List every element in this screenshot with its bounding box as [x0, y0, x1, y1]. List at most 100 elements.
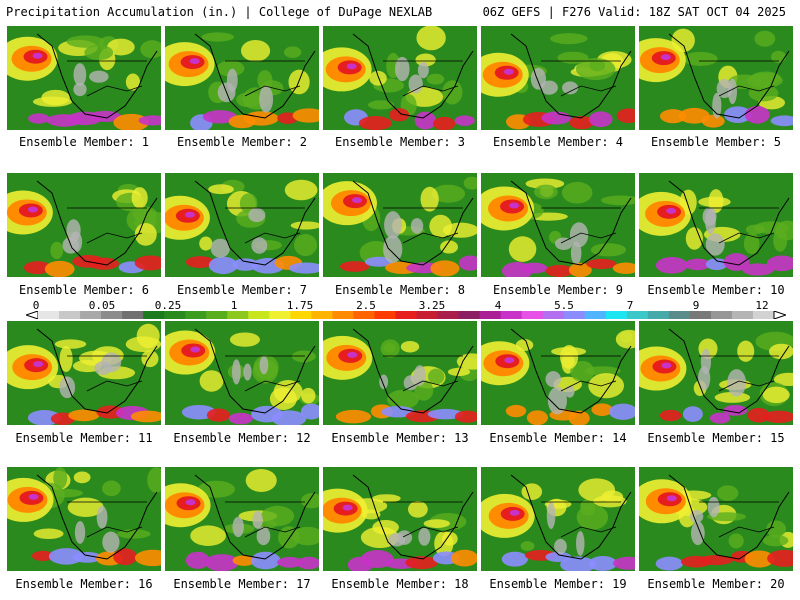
- precip-map-5: [639, 26, 793, 130]
- precip-patch: [601, 195, 635, 206]
- legend-color-swatch: [80, 311, 102, 319]
- ensemble-map-2: [165, 26, 319, 130]
- ensemble-member-label: Ensemble Member: 10: [647, 283, 785, 297]
- border-line: [718, 526, 775, 538]
- tropical-precip: [138, 115, 161, 126]
- precip-patch: [415, 53, 436, 67]
- ensemble-member-label: Ensemble Member: 16: [15, 577, 153, 591]
- precip-map-9: [481, 173, 635, 277]
- dry-area: [388, 532, 406, 547]
- coastline: [668, 474, 790, 560]
- precip-map-18: [323, 467, 477, 571]
- dry-area: [727, 369, 747, 397]
- border-line: [244, 85, 301, 97]
- precip-patch: [593, 495, 627, 508]
- ensemble-member-label: Ensemble Member: 14: [489, 431, 627, 445]
- storm-core: [666, 495, 677, 502]
- border-line: [718, 232, 775, 244]
- border-line: [560, 85, 617, 97]
- legend-tick-label: 4: [494, 299, 502, 312]
- tropical-precip: [31, 550, 55, 561]
- dry-area: [569, 222, 589, 248]
- coastline: [352, 328, 474, 414]
- precip-patch: [431, 184, 466, 203]
- precip-patch: [463, 176, 477, 190]
- legend-color-swatch: [521, 311, 544, 319]
- tropical-precip: [588, 111, 613, 128]
- tropical-precip: [520, 262, 548, 274]
- precip-patch: [201, 32, 234, 42]
- legend-color-swatch: [38, 311, 60, 319]
- dry-area: [232, 359, 241, 385]
- legend-color-swatch: [143, 311, 165, 319]
- precip-patch: [520, 541, 535, 551]
- dry-area: [410, 218, 424, 234]
- precip-patch: [429, 214, 452, 238]
- dry-area: [530, 67, 547, 90]
- dry-area: [232, 516, 244, 538]
- tropical-precip: [526, 410, 548, 425]
- tropical-precip: [206, 408, 231, 422]
- precip-patch: [773, 372, 793, 387]
- tropical-precip: [364, 256, 393, 267]
- precip-patch: [261, 505, 295, 527]
- storm-core: [27, 206, 38, 213]
- tropical-precip: [288, 262, 319, 274]
- legend-color-swatch: [668, 311, 691, 319]
- border-line: [86, 380, 143, 392]
- legend-color-swatch: [500, 311, 523, 319]
- tropical-precip: [430, 260, 460, 277]
- precip-patch: [423, 519, 450, 528]
- tropical-precip: [300, 403, 319, 420]
- dry-area: [562, 81, 579, 95]
- legend-tick-label: 7: [626, 299, 634, 312]
- dry-area: [226, 68, 238, 93]
- precip-patch: [199, 370, 224, 392]
- legend-color-swatch: [437, 311, 460, 319]
- precip-map-12: [165, 321, 319, 425]
- border-line: [402, 526, 459, 538]
- precip-patch: [683, 51, 718, 66]
- tropical-precip: [335, 409, 372, 424]
- dry-area: [89, 70, 109, 83]
- storm-core: [185, 499, 196, 506]
- ensemble-member-label: Ensemble Member: 18: [331, 577, 469, 591]
- border-line: [560, 526, 617, 538]
- dry-area: [702, 207, 717, 226]
- legend-right-arrow: [773, 311, 786, 319]
- dry-area: [700, 348, 712, 375]
- precip-patch: [269, 387, 297, 411]
- ensemble-member-label: Ensemble Member: 13: [331, 431, 469, 445]
- tropical-precip: [204, 554, 239, 571]
- dry-area: [73, 63, 87, 87]
- legend-color-swatch: [164, 311, 186, 319]
- precip-map-1: [7, 26, 161, 130]
- precip-patch: [367, 100, 395, 110]
- ensemble-map-5: [639, 26, 793, 130]
- legend-tick-label: 9: [692, 299, 700, 312]
- dry-area: [59, 376, 76, 399]
- dry-area: [565, 385, 575, 398]
- legend-color-swatch: [731, 311, 754, 319]
- dry-area: [408, 74, 423, 94]
- precip-patch: [67, 497, 104, 517]
- precip-patch: [407, 500, 428, 518]
- precip-patch: [372, 494, 401, 503]
- tropical-precip: [433, 116, 456, 130]
- ensemble-map-16: [7, 467, 161, 571]
- precip-map-8: [323, 173, 477, 277]
- ensemble-member-label: Ensemble Member: 5: [650, 135, 782, 149]
- precip-patch: [717, 485, 739, 501]
- storm-core: [503, 68, 514, 75]
- ensemble-map-18: [323, 467, 477, 571]
- tropical-precip: [134, 255, 161, 271]
- tropical-precip: [505, 404, 527, 418]
- tropical-precip: [232, 258, 259, 271]
- ensemble-map-10: [639, 173, 793, 277]
- tropical-precip: [659, 409, 682, 422]
- storm-core: [509, 202, 520, 209]
- border-line: [86, 526, 143, 538]
- border-line: [244, 232, 301, 244]
- precip-map-2: [165, 26, 319, 130]
- precip-patch: [84, 44, 114, 61]
